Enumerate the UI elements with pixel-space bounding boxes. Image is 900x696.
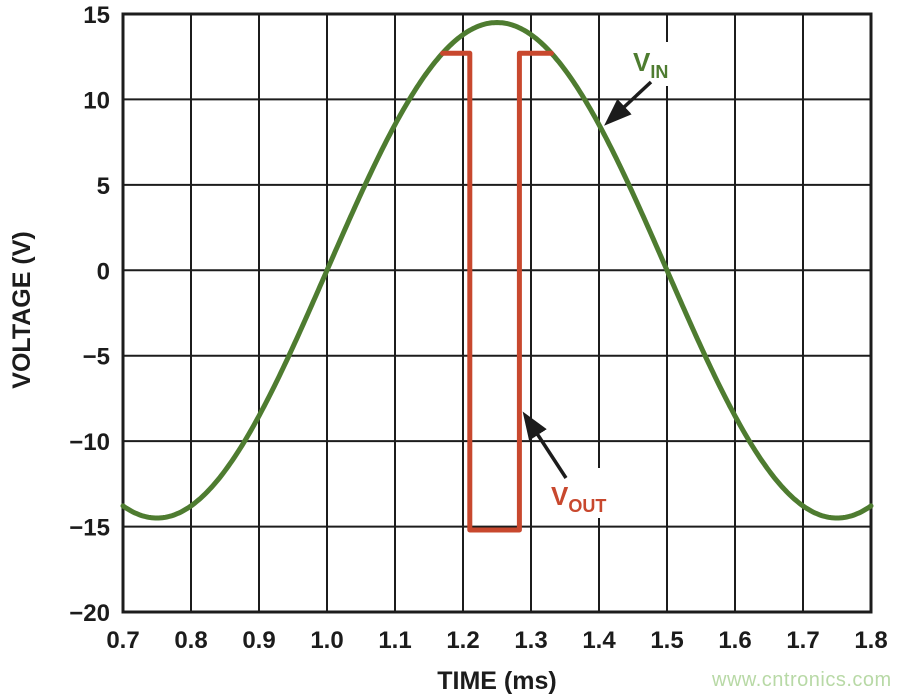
x-tick-label: 1.1 bbox=[378, 627, 411, 654]
y-tick-label: −10 bbox=[69, 429, 110, 456]
y-tick-label: −15 bbox=[69, 515, 110, 542]
y-tick-label: 10 bbox=[83, 87, 110, 114]
x-tick-label: 1.7 bbox=[786, 627, 819, 654]
x-tick-label: 1.5 bbox=[650, 627, 683, 654]
gridlines bbox=[122, 13, 872, 613]
x-tick-label: 0.9 bbox=[242, 627, 275, 654]
vin-label-subscript: IN bbox=[650, 62, 668, 82]
vin-annotation-arrow bbox=[604, 80, 653, 126]
x-tick-label: 0.8 bbox=[174, 627, 207, 654]
x-tick-label: 1.3 bbox=[514, 627, 547, 654]
vin-label-main: V bbox=[633, 47, 651, 77]
vout-label-main: V bbox=[551, 481, 569, 511]
vout-pulse-curve bbox=[440, 50, 554, 533]
y-tick-label: −20 bbox=[69, 600, 110, 627]
x-axis-ticks: 0.7 0.8 0.9 1.0 1.1 1.2 1.3 1.4 1.5 1.6 1.7 1.8 bbox=[106, 627, 887, 654]
x-tick-label: 0.7 bbox=[106, 627, 139, 654]
vout-annotation-arrow bbox=[522, 411, 568, 479]
x-tick-label: 1.4 bbox=[582, 627, 616, 654]
vout-label: VOUT bbox=[551, 481, 606, 516]
plot-border bbox=[121, 12, 873, 614]
y-tick-label: 5 bbox=[97, 173, 110, 200]
y-axis-ticks: 15 10 5 0 −5 −10 −15 −20 bbox=[69, 2, 110, 627]
y-tick-label: 0 bbox=[97, 258, 110, 285]
x-tick-label: 1.6 bbox=[718, 627, 751, 654]
x-axis-title: TIME (ms) bbox=[437, 667, 556, 695]
watermark: www.cntronics.com bbox=[711, 669, 892, 691]
y-axis-title: VOLTAGE (V) bbox=[8, 231, 36, 388]
y-tick-label: −5 bbox=[83, 344, 110, 371]
x-tick-label: 1.8 bbox=[854, 627, 887, 654]
x-tick-label: 1.0 bbox=[310, 627, 343, 654]
vout-label-background bbox=[545, 468, 623, 518]
y-tick-label: 15 bbox=[83, 2, 110, 29]
vout-label-subscript: OUT bbox=[568, 496, 606, 516]
vin-label: VIN bbox=[633, 47, 668, 82]
x-tick-label: 1.2 bbox=[446, 627, 479, 654]
vin-sine-curve bbox=[120, 19, 874, 521]
vin-label-background bbox=[625, 42, 685, 86]
